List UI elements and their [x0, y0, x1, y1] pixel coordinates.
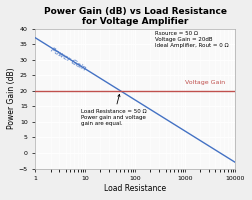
Title: Power Gain (dB) vs Load Resistance
for Voltage Amplifier: Power Gain (dB) vs Load Resistance for V…: [44, 7, 227, 26]
Text: Power Gain: Power Gain: [49, 47, 87, 72]
Y-axis label: Power Gain (dB): Power Gain (dB): [7, 68, 16, 129]
Text: Rsource = 50 Ω
Voltage Gain = 20dB
Ideal Amplifier, Rout = 0 Ω: Rsource = 50 Ω Voltage Gain = 20dB Ideal…: [155, 31, 229, 48]
Text: Load Resistance = 50 Ω
Power gain and voltage
gain are equal.: Load Resistance = 50 Ω Power gain and vo…: [81, 94, 146, 126]
X-axis label: Load Resistance: Load Resistance: [104, 184, 167, 193]
Text: Voltage Gain: Voltage Gain: [185, 80, 225, 85]
